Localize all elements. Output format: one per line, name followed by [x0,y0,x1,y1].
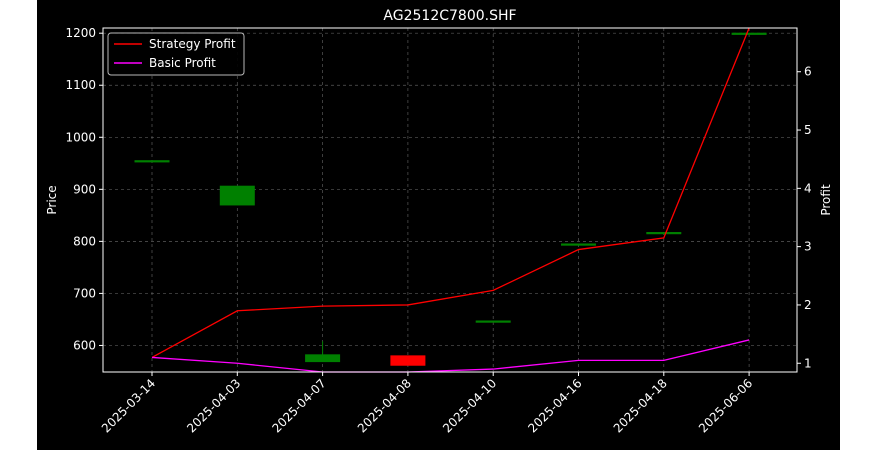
x-tick-label: 2025-04-16 [525,376,584,435]
left-tick-label: 700 [73,286,96,300]
x-tick-label: 2025-03-14 [99,376,158,435]
left-tick-label: 600 [73,338,96,352]
grid [103,28,797,372]
left-tick-label: 1100 [65,78,96,92]
legend-label-basic-profit: Basic Profit [149,56,216,70]
right-axis-label: Profit [819,184,833,216]
candle-body [219,185,255,206]
candle-body [305,354,341,363]
right-axis: 1 2 3 4 5 6 [797,65,812,370]
right-tick-label: 1 [804,356,812,370]
candle-body [134,160,170,163]
x-tick-label: 2025-04-07 [270,376,329,435]
left-tick-label: 1000 [65,130,96,144]
x-tick-label: 2025-04-08 [355,376,414,435]
plot-frame [102,27,798,373]
x-tick-label: 2025-04-18 [611,376,670,435]
legend-label-strategy-profit: Strategy Profit [149,37,236,51]
chart-figure: AG2512C7800.SHF 600 700 800 900 1000 1100 1200… [37,0,840,450]
right-tick-label: 3 [804,240,812,254]
strategy-profit-line [151,27,750,358]
x-axis: 2025-03-14 2025-04-03 2025-04-07 2025-04-08… [99,372,755,435]
candle-body [390,355,426,366]
profit-lines [151,27,750,373]
basic-profit-line [151,339,750,373]
left-axis: 600 700 800 900 1000 1100 1200 [65,26,103,352]
right-tick-label: 6 [804,65,812,79]
right-tick-label: 4 [804,181,812,195]
candle-body [561,243,596,246]
candle-body [646,232,682,235]
chart-title: AG2512C7800.SHF [383,8,516,24]
left-axis-label: Price [45,185,59,214]
candlestick-chart: AG2512C7800.SHF 600 700 800 900 1000 1100 1200… [45,8,833,435]
candles [134,32,767,366]
right-tick-label: 5 [804,123,812,137]
x-tick-label: 2025-04-10 [440,376,499,435]
candle-body [475,320,511,323]
x-tick-label: 2025-04-03 [184,376,243,435]
x-tick-label: 2025-06-06 [696,376,755,435]
right-tick-label: 2 [804,298,812,312]
left-tick-label: 1200 [65,26,96,40]
left-tick-label: 800 [73,234,96,248]
candle-body [731,32,767,35]
legend: Strategy Profit Basic Profit [107,32,245,76]
left-tick-label: 900 [73,182,96,196]
